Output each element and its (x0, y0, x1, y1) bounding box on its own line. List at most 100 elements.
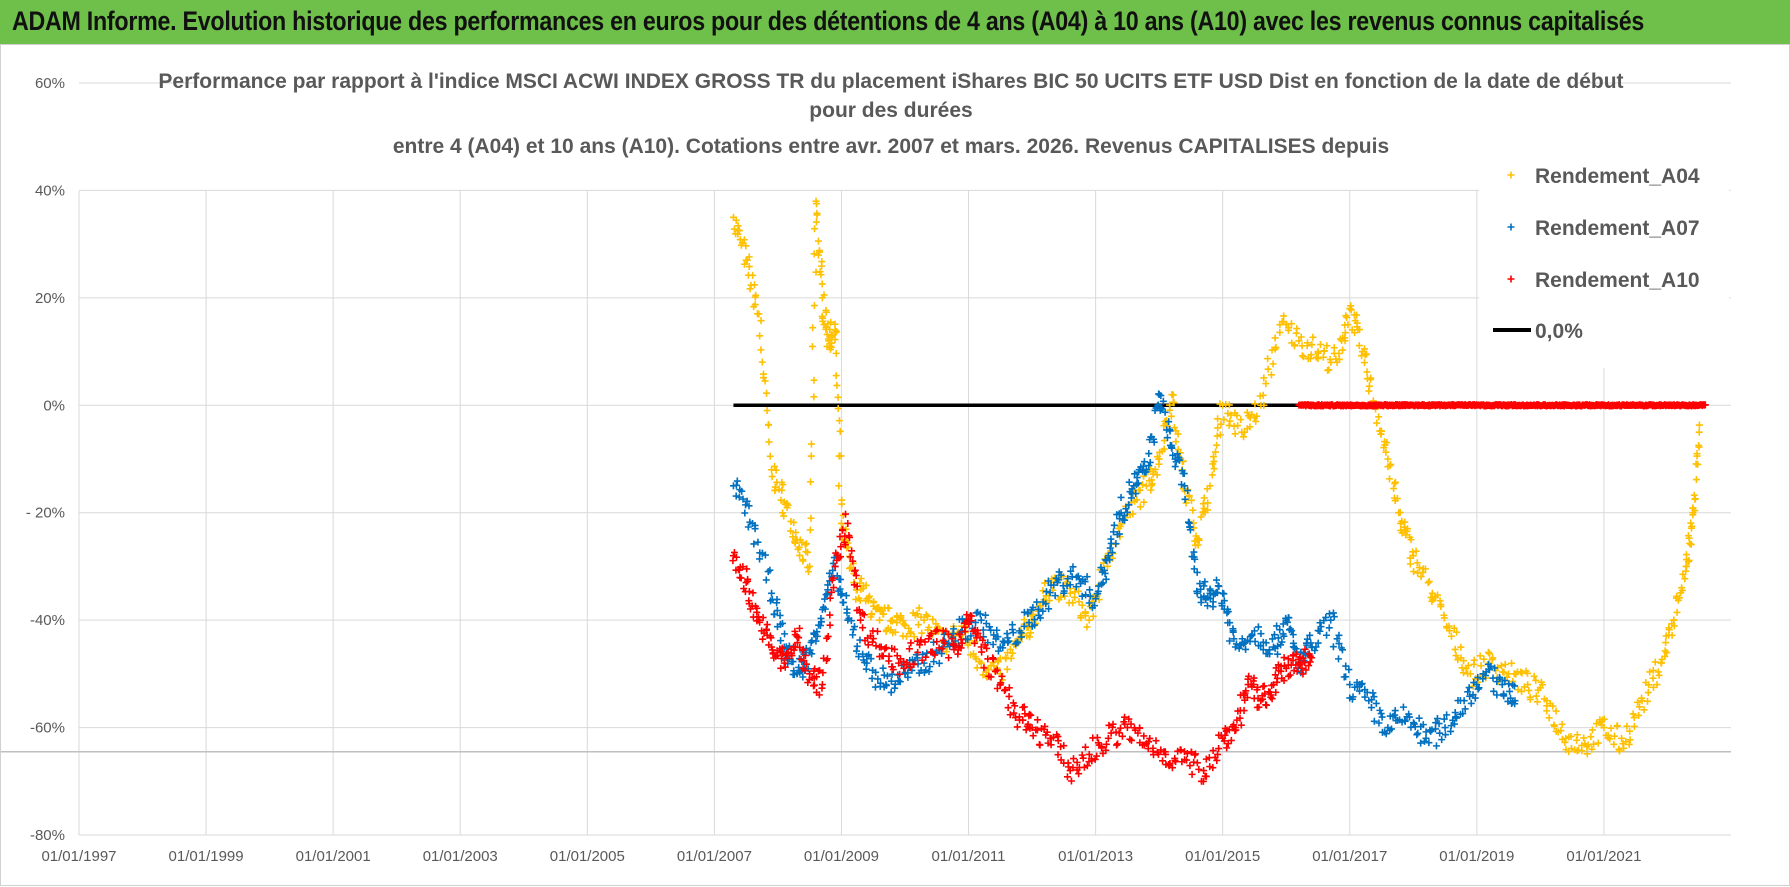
a07-point (754, 538, 762, 546)
a07-point (843, 605, 851, 613)
a10-point (1214, 750, 1222, 758)
a04-point (876, 616, 884, 624)
a04-point (1685, 556, 1693, 564)
a10-point (1701, 401, 1709, 409)
a07-point (1090, 602, 1098, 610)
a10-point (857, 616, 865, 624)
a10-point (1268, 695, 1276, 703)
a10-point (1241, 689, 1249, 697)
a04-point (1213, 432, 1221, 440)
a07-point (1231, 643, 1239, 651)
a07-point (1180, 470, 1188, 478)
a10-point (1098, 743, 1106, 751)
a10-point (1171, 754, 1179, 762)
a07-point (1342, 662, 1350, 670)
a04-point (751, 301, 759, 309)
a04-point (1433, 591, 1441, 599)
a10-point (800, 657, 808, 665)
a04-point (1409, 552, 1417, 560)
legend-label: 0,0% (1535, 320, 1583, 343)
a07-point (1086, 592, 1094, 600)
a04-point (1290, 341, 1298, 349)
a04-point (1523, 669, 1531, 677)
a04-point (1580, 734, 1588, 742)
a04-point (765, 438, 773, 446)
a07-point (1459, 710, 1467, 718)
a04-point (1567, 744, 1575, 752)
a10-point (1154, 750, 1162, 758)
a04-point (1497, 662, 1505, 670)
a07-point (1289, 639, 1297, 647)
a04-point (922, 611, 930, 619)
a10-point (1013, 723, 1021, 731)
a10-point (1165, 761, 1173, 769)
a07-point (926, 663, 934, 671)
a10-point (874, 627, 882, 635)
a10-point (756, 618, 764, 626)
a07-point (1159, 397, 1167, 405)
a04-point (1681, 575, 1689, 583)
a04-point (837, 519, 845, 527)
a04-point (1225, 421, 1233, 429)
a07-point (1449, 716, 1457, 724)
a04-point (915, 604, 923, 612)
a04-point (1464, 662, 1472, 670)
a04-point (1663, 649, 1671, 657)
a04-point (1292, 329, 1300, 337)
a10-point (932, 627, 940, 635)
a10-point (1200, 767, 1208, 775)
a04-point (810, 393, 818, 401)
a07-point (842, 592, 850, 600)
a04-point (752, 291, 760, 299)
a07-point (849, 626, 857, 634)
a04-point (1365, 382, 1373, 390)
a04-point (831, 320, 839, 328)
a10-point (1162, 750, 1170, 758)
a10-point (1296, 660, 1304, 668)
a04-point (1237, 416, 1245, 424)
a04-point (1169, 398, 1177, 406)
a04-point (1204, 499, 1212, 507)
a10-point (828, 588, 836, 596)
a07-point (1224, 608, 1232, 616)
a04-point (1649, 683, 1657, 691)
a04-point (1133, 496, 1141, 504)
a10-point (1036, 741, 1044, 749)
a04-point (1344, 321, 1352, 329)
a04-point (1466, 670, 1474, 678)
a07-point (1057, 571, 1065, 579)
a04-point (832, 349, 840, 357)
a07-point (1190, 565, 1198, 573)
a10-point (1209, 747, 1217, 755)
a04-point (742, 242, 750, 250)
a07-point (1004, 638, 1012, 646)
a07-point (1414, 729, 1422, 737)
a10-point (845, 533, 853, 541)
a04-point (1410, 568, 1418, 576)
a04-point (1325, 366, 1333, 374)
a07-point (808, 650, 816, 658)
title-backdrop (196, 59, 1576, 154)
a07-point (1413, 731, 1421, 739)
a04-point (790, 518, 798, 526)
a07-point (1106, 544, 1114, 552)
a07-point (1325, 624, 1333, 632)
a07-point (1238, 635, 1246, 643)
a04-point (1630, 722, 1638, 730)
x-tick-label: 01/01/1999 (169, 848, 244, 865)
a04-point (768, 473, 776, 481)
a10-point (1113, 741, 1121, 749)
a04-point (1169, 391, 1177, 399)
a10-point (1280, 677, 1288, 685)
a10-point (729, 557, 737, 565)
a07-point (812, 637, 820, 645)
a04-point (771, 487, 779, 495)
a04-point (1390, 484, 1398, 492)
a10-point (1237, 721, 1245, 729)
a10-point (889, 666, 897, 674)
a07-point (1060, 587, 1068, 595)
a07-point (1511, 697, 1519, 705)
a07-point (964, 635, 972, 643)
a07-point (1274, 650, 1282, 658)
a04-point (746, 285, 754, 293)
